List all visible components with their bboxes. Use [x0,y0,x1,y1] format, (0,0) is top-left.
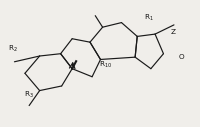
Text: R$_3$: R$_3$ [24,90,34,100]
Text: R$_1$: R$_1$ [143,12,153,22]
Text: R$_{10}$: R$_{10}$ [98,60,111,70]
Text: Z: Z [170,29,175,35]
Text: R$_2$: R$_2$ [8,43,18,54]
Text: O: O [178,54,184,60]
